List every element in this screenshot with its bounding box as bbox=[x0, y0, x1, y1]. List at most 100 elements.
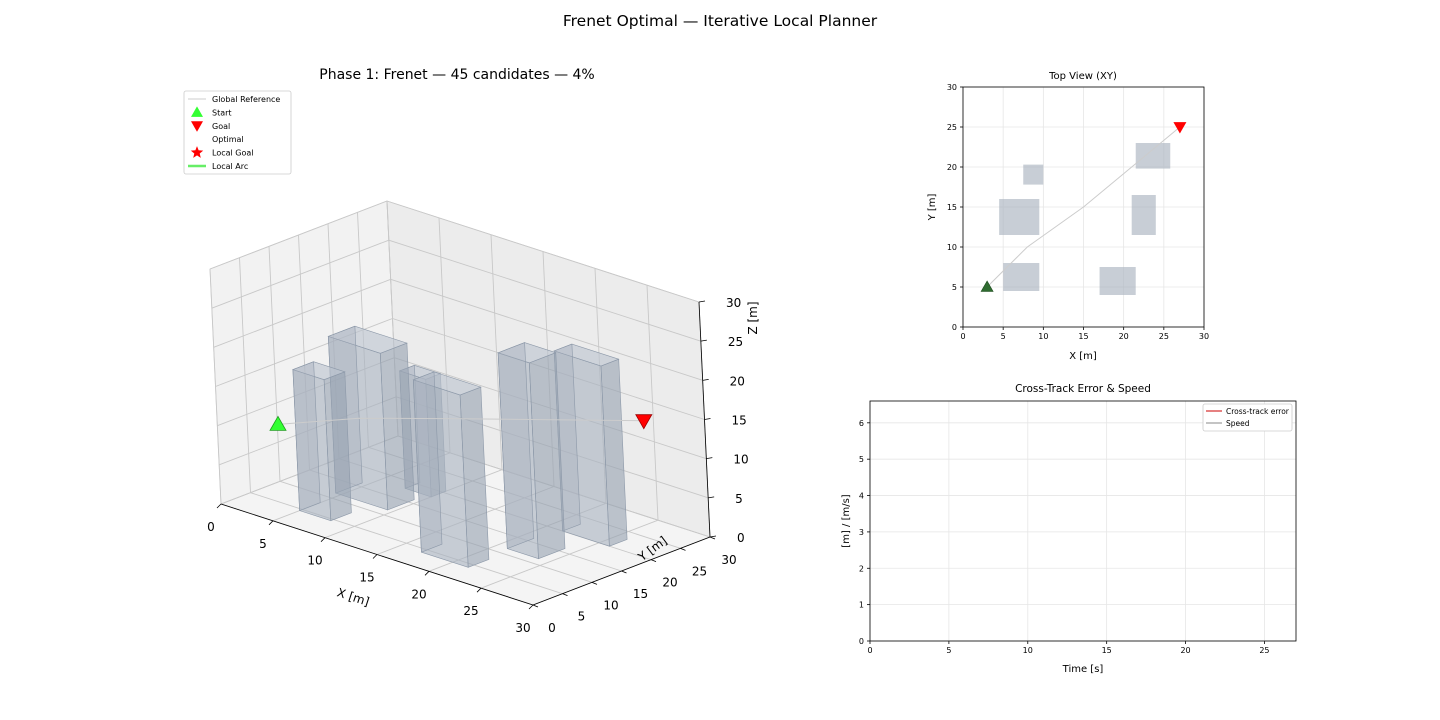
obstacle-face bbox=[497, 342, 535, 550]
obstacle-footprint bbox=[1003, 263, 1040, 291]
y-tick-label: 2 bbox=[859, 564, 864, 573]
x-tick-label: 20 bbox=[1119, 332, 1129, 341]
x-tick bbox=[216, 503, 222, 509]
y-tick-label: 15 bbox=[947, 203, 957, 212]
y-tick-label: 20 bbox=[662, 576, 677, 590]
x-tick-label: 0 bbox=[867, 646, 872, 655]
z-tick-label: 30 bbox=[726, 296, 741, 310]
error-speed-xlabel: Time [s] bbox=[1062, 664, 1104, 675]
legend-frame bbox=[1202, 403, 1293, 432]
obstacle-footprint bbox=[1099, 267, 1136, 295]
start-marker bbox=[269, 415, 287, 431]
legend-label: Speed bbox=[1226, 419, 1250, 428]
x-tick bbox=[424, 571, 430, 576]
obstacle-face bbox=[292, 361, 321, 512]
legend-swatch-local-goal bbox=[190, 146, 204, 158]
y-tick-label: 30 bbox=[721, 553, 736, 567]
y-tick bbox=[562, 593, 568, 597]
legend: Global Reference Start Goal Optimal Local Go… bbox=[183, 90, 292, 175]
x-tick bbox=[476, 587, 482, 593]
global-reference-path bbox=[277, 417, 644, 425]
obstacle-box bbox=[553, 343, 628, 547]
x-tick-label: 20 bbox=[411, 587, 426, 601]
goal-marker bbox=[635, 414, 653, 430]
z-tick bbox=[702, 378, 709, 381]
z-axis-label: Z [m] bbox=[746, 301, 760, 334]
legend-entry: Goal bbox=[191, 121, 230, 132]
y-tick-label: 5 bbox=[952, 283, 957, 292]
x-tick-label: 25 bbox=[463, 604, 478, 618]
z-tick-label: 0 bbox=[737, 531, 745, 545]
obstacle-box bbox=[291, 361, 352, 522]
error-speed-ylabel: [m] / [m/s] bbox=[841, 494, 852, 547]
grid-line bbox=[386, 200, 700, 303]
x-tick-label: 30 bbox=[515, 621, 530, 635]
phase-3d-plot: Phase 1: Frenet — 45 candidates — 4% 0 5 1… bbox=[183, 67, 760, 635]
x-tick-label: 15 bbox=[1078, 332, 1088, 341]
legend: Cross-track error Speed bbox=[1202, 403, 1293, 432]
y-tick-label: 6 bbox=[859, 419, 864, 428]
z-tick bbox=[698, 300, 706, 303]
x-tick bbox=[372, 554, 378, 559]
y-tick-label: 10 bbox=[947, 243, 957, 252]
top-view-title: Top View (XY) bbox=[1048, 71, 1117, 82]
y-tick-label: 3 bbox=[859, 528, 864, 537]
legend-entry: Global Reference bbox=[188, 95, 280, 104]
x-tick-label: 30 bbox=[1199, 332, 1209, 341]
legend-label: Optimal bbox=[212, 135, 244, 144]
error-speed-plot: Cross-Track Error & Speed Time [s] [m] /… bbox=[841, 383, 1297, 675]
legend-label: Goal bbox=[212, 122, 230, 131]
x-tick-label: 10 bbox=[307, 554, 322, 568]
y-tick-label: 25 bbox=[947, 123, 957, 132]
x-tick bbox=[268, 520, 274, 526]
y-tick-label: 25 bbox=[692, 564, 707, 578]
z-tick-label: 15 bbox=[732, 414, 747, 428]
grid-line bbox=[390, 278, 703, 381]
y-tick bbox=[591, 581, 598, 585]
y-tick-label: 15 bbox=[633, 587, 648, 601]
legend-entry: Local Arc bbox=[188, 162, 248, 171]
z-tick bbox=[708, 496, 715, 499]
y-tick bbox=[532, 604, 539, 608]
plot-frame bbox=[869, 400, 1297, 642]
legend-entry: Optimal bbox=[212, 135, 244, 144]
legend-swatch-start bbox=[191, 106, 203, 117]
legend-frame bbox=[183, 90, 292, 175]
figure-suptitle: Frenet Optimal — Iterative Local Planner bbox=[563, 12, 878, 30]
legend-entry: Cross-track error bbox=[1206, 407, 1290, 416]
z-tick-label: 25 bbox=[728, 335, 743, 349]
y-tick-label: 0 bbox=[952, 323, 957, 332]
legend-label: Local Arc bbox=[212, 162, 248, 171]
grid-line bbox=[209, 200, 388, 270]
top-view-ylabel: Y [m] bbox=[927, 193, 938, 221]
x-tick-label: 15 bbox=[1102, 646, 1112, 655]
x-tick-label: 5 bbox=[946, 646, 951, 655]
phase-3d-title: Phase 1: Frenet — 45 candidates — 4% bbox=[319, 67, 594, 83]
y-tick-label: 1 bbox=[859, 601, 864, 610]
legend-entry: Local Goal bbox=[190, 146, 254, 158]
z-tick bbox=[700, 339, 707, 342]
obstacle-footprint bbox=[1131, 195, 1156, 235]
obstacle-footprint bbox=[999, 199, 1040, 235]
legend-label: Global Reference bbox=[212, 95, 280, 104]
start-marker bbox=[980, 280, 994, 292]
x-tick-label: 5 bbox=[1001, 332, 1006, 341]
obstacle-footprint bbox=[1023, 164, 1044, 185]
y-tick-label: 0 bbox=[859, 637, 864, 646]
z-tick-label: 10 bbox=[733, 453, 748, 467]
x-tick-label: 25 bbox=[1159, 332, 1169, 341]
z-tick bbox=[709, 535, 717, 538]
obstacle-box bbox=[412, 371, 490, 568]
obstacle-footprint bbox=[1135, 143, 1171, 169]
z-tick bbox=[704, 418, 711, 420]
x-tick bbox=[528, 604, 534, 610]
x-tick-label: 0 bbox=[207, 520, 215, 534]
plot-area bbox=[870, 401, 1296, 641]
obstacle-face bbox=[412, 371, 443, 553]
y-tick-label: 30 bbox=[947, 83, 957, 92]
y-tick-label: 4 bbox=[859, 492, 864, 501]
legend-swatch-goal bbox=[191, 121, 203, 132]
top-view-plot: Top View (XY) X [m] Y [m] 0 5 10 15 20 25 30 0 5… bbox=[927, 71, 1209, 362]
x-tick-label: 15 bbox=[359, 571, 374, 585]
y-tick-label: 5 bbox=[859, 455, 864, 464]
